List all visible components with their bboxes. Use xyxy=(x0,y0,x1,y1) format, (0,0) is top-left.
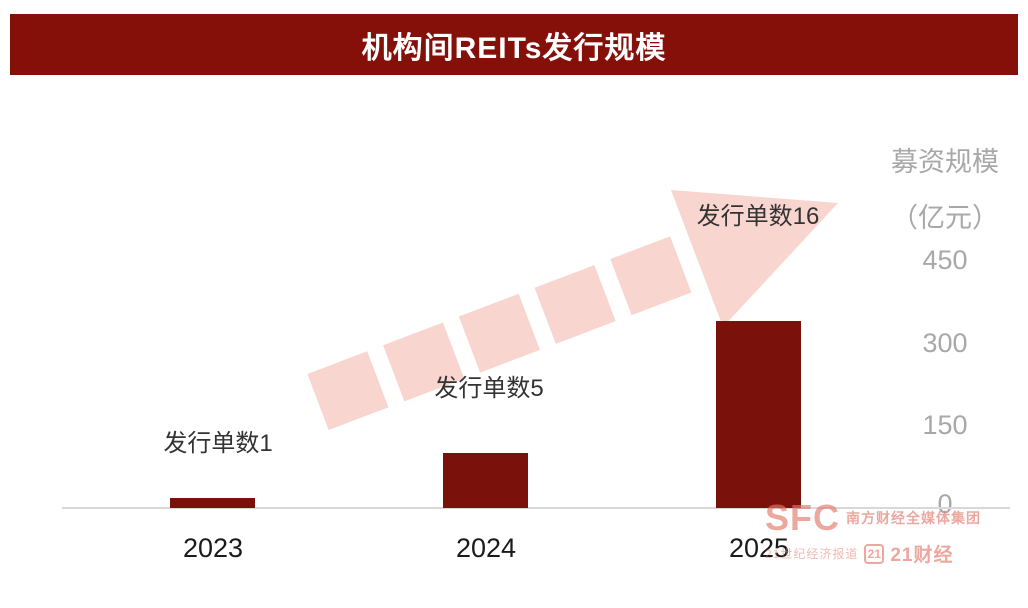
watermark-sub-text: 21世纪经济报道 xyxy=(765,547,859,561)
x-axis-line xyxy=(62,507,1010,509)
x-label-2024: 2024 xyxy=(455,533,517,563)
21-logo-icon: 21 xyxy=(864,543,885,564)
sfc-logo: SFC xyxy=(765,497,840,538)
bar-2023 xyxy=(170,498,255,508)
chart-title: 机构间REITs发行规模 xyxy=(361,31,667,65)
bar-2025 xyxy=(716,321,801,508)
y-tick-450: 450 xyxy=(922,245,968,275)
y-tick-150: 150 xyxy=(922,410,968,440)
y-axis-title-line1: 募资规模 xyxy=(891,147,999,177)
bar-annotation-2025: 发行单数16 xyxy=(696,203,820,230)
bar-annotation-2023: 发行单数1 xyxy=(163,430,273,457)
watermark-21-text: 21财经 xyxy=(890,545,954,566)
y-tick-0: 0 xyxy=(937,489,953,519)
y-tick-300: 300 xyxy=(922,328,968,358)
x-label-2025: 2025 xyxy=(728,533,790,563)
watermark: SFC 南方财经全媒体集团 21世纪经济报道 21 21财经 xyxy=(765,498,1020,567)
x-label-2023: 2023 xyxy=(182,533,244,563)
bar-annotation-2024: 发行单数5 xyxy=(434,375,544,402)
bar-2024 xyxy=(443,453,528,508)
chart-title-bar: 机构间REITs发行规模 xyxy=(10,14,1018,75)
y-axis-title-line2: （亿元） xyxy=(891,203,999,233)
watermark-brand-text: 南方财经全媒体集团 xyxy=(846,510,981,526)
